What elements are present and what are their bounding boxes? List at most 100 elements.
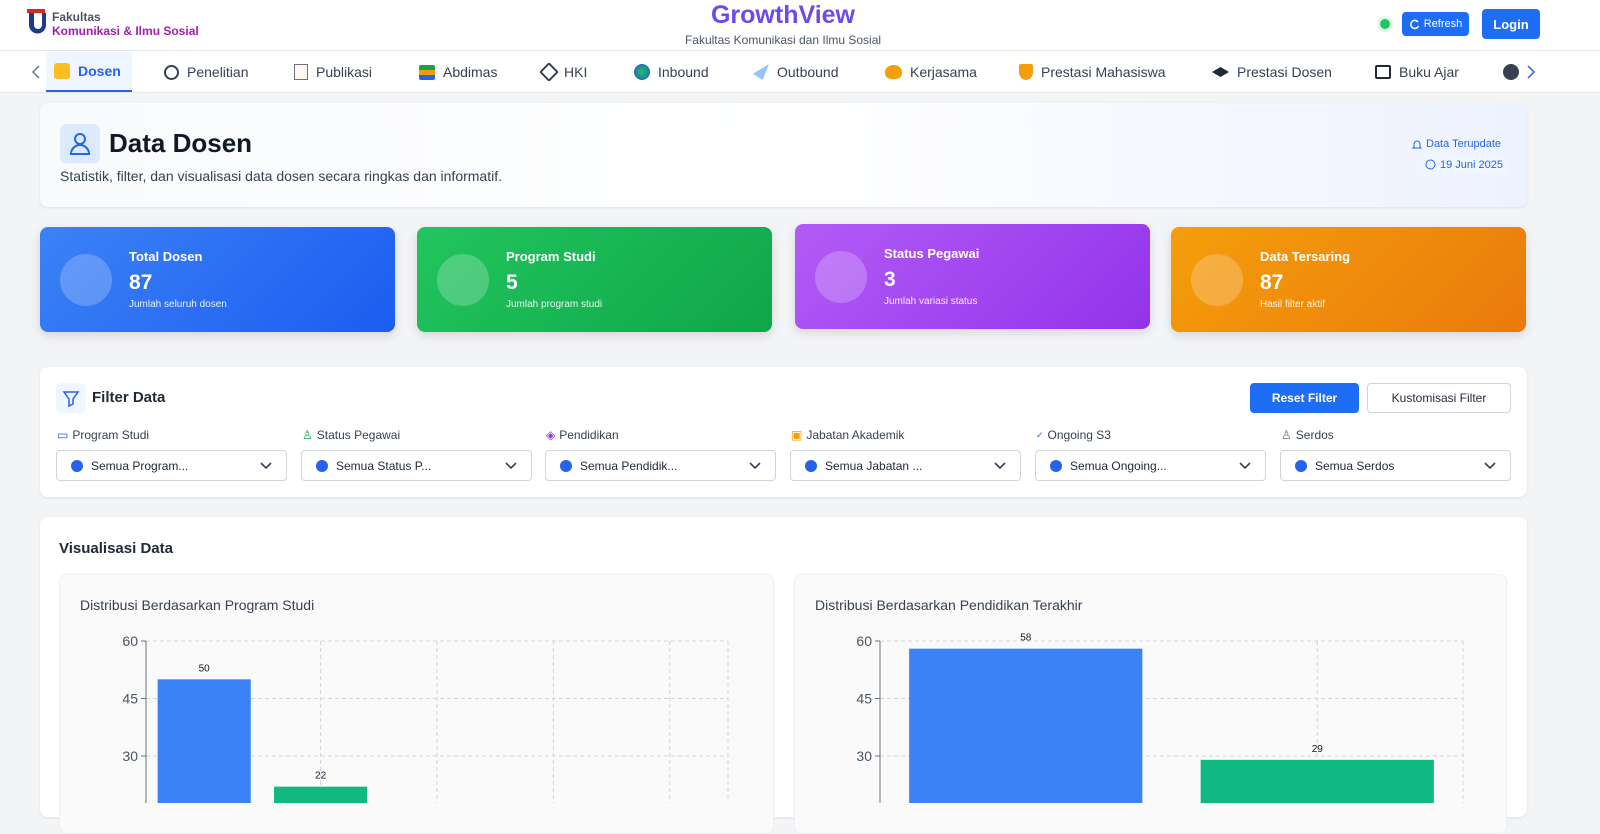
stat-value: 3 [884,268,896,291]
status-dot [1377,16,1393,32]
y-tick-label: 45 [122,691,138,707]
nav-icon [1019,64,1033,80]
filter-icon [56,383,86,413]
nav-item[interactable]: Kerjasama [877,52,985,92]
nav-icon [1503,64,1519,80]
y-tick-label: 30 [856,748,872,764]
bar [274,786,368,803]
top-bar [0,0,1600,93]
stat-value: 87 [1260,271,1284,294]
nav-icon [294,64,308,80]
updated-date: 19 Juni 2025 [1419,155,1509,174]
hero-title: Data Dosen [109,128,253,158]
filter-select[interactable]: Semua Serdos [1280,450,1511,481]
nav-label: Inbound [658,64,709,80]
visualization-title: Visualisasi Data [59,540,173,557]
button-label: Refresh [1423,18,1463,30]
app-subtitle: Fakultas Komunikasi dan Ilmu Sosial [684,33,882,47]
nav-item[interactable]: Inbound [626,52,717,92]
customize-filter-button[interactable]: Kustomisasi Filter [1367,383,1511,413]
nav-item[interactable]: HKI [534,52,595,92]
nav-icon [634,64,650,80]
reset-filter-button[interactable]: Reset Filter [1250,383,1359,413]
filter-label: ♙ Serdos [1281,428,1334,442]
nav-label: Publikasi [316,64,373,80]
divider [0,50,1600,51]
updated-text: Data Terupdate [1426,138,1502,150]
hero-description: Statistik, filter, dan visualisasi data … [60,168,502,184]
nav-item[interactable]: Publikasi [286,52,380,92]
stat-note: Hasil filter aktif [1260,299,1326,310]
hero-card [40,103,1527,207]
select-value: Semua Program... [91,458,189,473]
refresh-icon [1409,19,1419,29]
nav-item[interactable]: Penelitian [156,52,257,92]
filter-select[interactable]: Semua Status P... [301,450,532,481]
logo-text: Komunikasi & Ilmu Sosial [52,24,199,38]
label-text: Pendidikan [559,428,619,442]
nav-prev[interactable] [31,65,41,79]
nav-icon [419,64,435,80]
login-button[interactable]: Login [1482,9,1540,39]
data-label: 29 [1312,744,1324,755]
filter-select[interactable]: Semua Pendidik... [545,450,776,481]
filter-select[interactable]: Semua Program... [56,450,287,481]
filter-select[interactable]: Semua Ongoing... [1035,450,1266,481]
app-title: GrowthView [710,1,855,29]
nav-item[interactable]: Outbound [745,52,847,92]
charts-layer: 30 45 60 50 22 30 45 60 58 29 [122,633,1464,803]
filter-title: Filter Data [92,389,166,406]
stat-icon [1191,254,1243,306]
select-value: Semua Ongoing... [1070,458,1167,473]
bar [157,679,251,803]
select-value: Semua Jabatan ... [825,458,923,473]
y-tick-label: 60 [122,633,138,649]
stat-card: Data Tersaring 87 Hasil filter aktif [1171,227,1526,332]
label-text: Program Studi [72,428,150,442]
y-tick-label: 60 [856,633,872,649]
logo-text: Fakultas [52,10,101,24]
y-tick-label: 45 [856,691,872,707]
nav-next[interactable] [1526,65,1536,79]
nav-icon [164,64,179,80]
bar [909,648,1143,803]
select-value: Semua Pendidik... [580,458,678,473]
chart-title: Distribusi Berdasarkan Program Studi [80,597,315,613]
nav-label: HKI [564,64,588,80]
filter-label: ◈ Pendidikan [546,428,619,442]
nav-item[interactable]: Prestasi Dosen [1204,52,1340,92]
nav-label: Dosen [78,63,121,79]
nav-label: Buku Ajar [1399,64,1459,80]
data-label: 58 [1020,633,1032,644]
date-text: 19 Juni 2025 [1440,158,1503,171]
nav-item[interactable]: Dosen [46,52,132,92]
nav-label: Penelitian [187,64,249,80]
nav-item[interactable]: Abdimas [411,52,505,92]
filter-label: ✓ Ongoing S3 [1036,428,1111,442]
filter-select[interactable]: Semua Jabatan ... [790,450,1021,481]
nav-icon [1212,67,1229,77]
label-text: Jabatan Akademik [806,428,905,442]
stat-value: 87 [129,271,153,294]
filter-label: ♙ Status Pegawai [302,428,401,442]
label-text: Ongoing S3 [1047,428,1111,442]
nav-item[interactable]: Prestasi Mahasiswa [1011,52,1174,92]
nav-icon [54,63,70,79]
stat-label: Status Pegawai [884,246,980,261]
stat-note: Jumlah program studi [506,299,603,310]
stat-card: Total Dosen 87 Jumlah seluruh dosen [40,227,395,332]
stat-label: Program Studi [506,249,596,264]
nav-item[interactable]: Buku Ajar [1367,52,1467,92]
nav-label: Prestasi Mahasiswa [1041,64,1166,80]
y-tick-label: 30 [122,748,138,764]
nav-icon [885,65,902,79]
select-value: Semua Status P... [336,458,432,473]
stat-label: Total Dosen [129,249,203,264]
data-label: 22 [315,771,327,782]
label-text: Serdos [1295,428,1334,442]
filter-label: ▣ Jabatan Akademik [791,428,905,442]
stat-note: Jumlah variasi status [884,296,978,307]
refresh-button[interactable]: Refresh [1402,12,1469,36]
stat-card: Status Pegawai 3 Jumlah variasi status [795,224,1150,329]
